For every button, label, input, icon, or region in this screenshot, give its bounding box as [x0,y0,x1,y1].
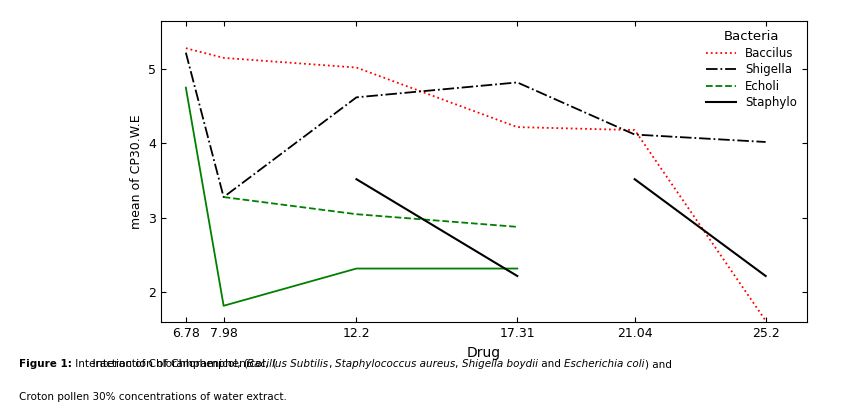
Baccilus [181,46,191,51]
X-axis label: Drug: Drug [467,346,501,360]
Baccilus [218,55,228,60]
Shigella [630,132,640,137]
Shigella [218,195,228,199]
Text: ,: , [455,359,462,370]
Line: Echoli: Echoli [223,197,517,227]
Shigella [761,140,771,145]
Legend: Baccilus, Shigella, Echoli, Staphylo: Baccilus, Shigella, Echoli, Staphylo [703,26,801,113]
Shigella [512,80,522,85]
Baccilus [351,65,362,70]
Text: Interaction of Chloramphenicol, (: Interaction of Chloramphenicol, ( [89,359,277,369]
Baccilus [512,125,522,130]
Text: ) and: ) and [644,359,672,370]
Text: Interaction of Chloramphenicol, (: Interaction of Chloramphenicol, ( [71,359,247,370]
Text: ,: , [329,359,335,370]
Shigella [181,50,191,55]
Echoli [512,224,522,229]
Baccilus [761,318,771,323]
Echoli [351,212,362,217]
Text: Shigella boydii: Shigella boydii [462,359,538,370]
Baccilus [630,128,640,133]
Text: Croton pollen 30% concentrations of water extract.: Croton pollen 30% concentrations of wate… [19,392,287,402]
Text: and: and [538,359,565,370]
Line: Baccilus: Baccilus [186,48,766,320]
Y-axis label: mean of CP30.W.E: mean of CP30.W.E [130,114,143,229]
Staphylo [761,273,771,278]
Text: Figure 1:: Figure 1: [19,359,71,370]
Shigella [351,95,362,100]
Staphylo [630,177,640,182]
Line: Shigella: Shigella [186,53,766,197]
Text: Escherichia coli: Escherichia coli [565,359,644,370]
Line: Staphylo: Staphylo [635,179,766,276]
Text: Staphylococcus aureus: Staphylococcus aureus [335,359,455,370]
Echoli [218,195,228,199]
Text: Bacillus Subtilis: Bacillus Subtilis [247,359,329,370]
